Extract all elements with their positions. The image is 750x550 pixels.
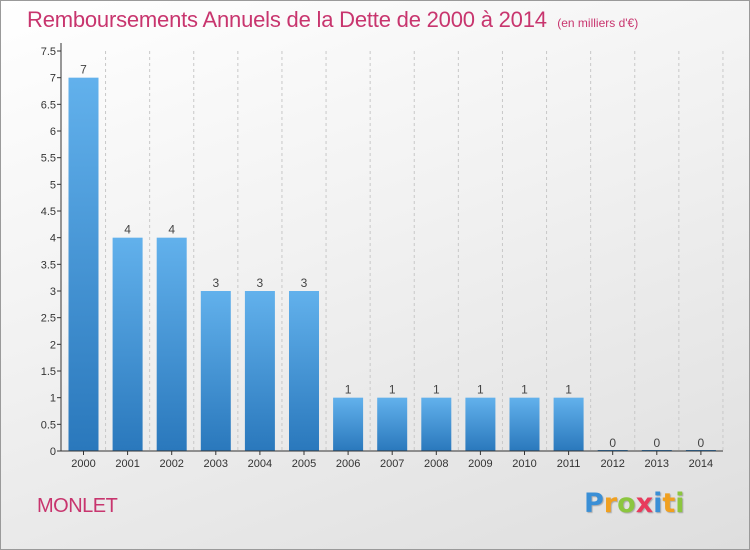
x-tick-label-2000: 2000 bbox=[71, 458, 95, 470]
data-label-2002: 4 bbox=[168, 223, 175, 237]
x-tick-label-2006: 2006 bbox=[336, 458, 360, 470]
logo-letter: o bbox=[617, 488, 636, 519]
logo-letter: P bbox=[584, 488, 604, 519]
bar-2009 bbox=[465, 397, 496, 451]
x-tick-label-2003: 2003 bbox=[204, 458, 228, 470]
y-tick-label: 6 bbox=[50, 126, 56, 138]
bar-2008 bbox=[421, 397, 452, 451]
y-tick-label: 0 bbox=[50, 446, 56, 458]
bar-2011 bbox=[553, 397, 584, 451]
bar-2010 bbox=[509, 397, 540, 451]
y-tick-label: 3.5 bbox=[41, 259, 56, 271]
bar-2002 bbox=[156, 237, 187, 451]
x-tick-label-2001: 2001 bbox=[115, 458, 139, 470]
data-label-2005: 3 bbox=[301, 276, 308, 290]
y-tick-label: 5.5 bbox=[41, 153, 56, 165]
data-label-2007: 1 bbox=[389, 383, 396, 397]
data-label-2013: 0 bbox=[653, 436, 660, 450]
y-tick-label: 7.5 bbox=[41, 46, 56, 58]
x-tick-label-2004: 2004 bbox=[248, 458, 272, 470]
y-tick-label: 3 bbox=[50, 286, 56, 298]
bar-2001 bbox=[112, 237, 143, 451]
logo-letter: t bbox=[662, 488, 676, 519]
y-tick-label: 2 bbox=[50, 339, 56, 351]
data-label-2006: 1 bbox=[345, 383, 352, 397]
y-tick-label: 4.5 bbox=[41, 206, 56, 218]
data-label-2003: 3 bbox=[212, 276, 219, 290]
y-tick-label: 1.5 bbox=[41, 366, 56, 378]
x-tick-label-2007: 2007 bbox=[380, 458, 404, 470]
bar-2000 bbox=[68, 77, 99, 452]
y-tick-label: 5 bbox=[50, 179, 56, 191]
x-tick-label-2008: 2008 bbox=[424, 458, 448, 470]
logo-letter: i bbox=[653, 488, 663, 519]
bar-2007 bbox=[377, 397, 408, 451]
data-label-2004: 3 bbox=[257, 276, 264, 290]
x-tick-label-2012: 2012 bbox=[600, 458, 624, 470]
x-tick-label-2011: 2011 bbox=[557, 458, 581, 470]
data-label-2001: 4 bbox=[124, 223, 131, 237]
logo-letter: x bbox=[635, 488, 654, 519]
data-label-2011: 1 bbox=[565, 383, 572, 397]
logo-letter: r bbox=[603, 488, 618, 519]
data-label-2000: 7 bbox=[80, 63, 87, 77]
chart-subtitle: (en milliers d'€) bbox=[557, 16, 639, 30]
x-tick-label-2010: 2010 bbox=[512, 458, 536, 470]
y-tick-label: 1 bbox=[50, 393, 56, 405]
y-tick-label: 0.5 bbox=[41, 419, 56, 431]
proxiti-logo[interactable]: Proxiti bbox=[584, 488, 685, 519]
x-tick-label-2013: 2013 bbox=[645, 458, 669, 470]
bar-2006 bbox=[333, 397, 364, 451]
x-tick-label-2014: 2014 bbox=[689, 458, 713, 470]
y-tick-label: 7 bbox=[50, 73, 56, 85]
x-tick-label-2002: 2002 bbox=[159, 458, 183, 470]
bars bbox=[68, 77, 716, 452]
logo-letter: i bbox=[675, 488, 685, 519]
title-row: Remboursements Annuels de la Dette de 20… bbox=[27, 7, 638, 33]
data-labels: 7 4 4 3 3 3 1 1 1 1 1 1 0 0 0 bbox=[80, 63, 704, 450]
data-label-2014: 0 bbox=[698, 436, 705, 450]
y-tick-label: 4 bbox=[50, 233, 56, 245]
data-label-2008: 1 bbox=[433, 383, 440, 397]
data-label-2012: 0 bbox=[609, 436, 616, 450]
grid-lines bbox=[105, 51, 724, 451]
y-tick-label: 6.5 bbox=[41, 99, 56, 111]
y-tick-label: 2.5 bbox=[41, 313, 56, 325]
x-tick-label-2005: 2005 bbox=[292, 458, 316, 470]
data-label-2010: 1 bbox=[521, 383, 528, 397]
data-label-2009: 1 bbox=[477, 383, 484, 397]
bar-2004 bbox=[244, 291, 275, 451]
bar-2003 bbox=[200, 291, 231, 451]
chart-title: Remboursements Annuels de la Dette de 20… bbox=[27, 7, 547, 32]
axes: 0 0.5 1 1.5 2 2.5 3 3.5 4 4.5 5 5.5 6 6.5 7 7.5 2000 2001… bbox=[41, 43, 723, 470]
commune-name: MONLET bbox=[37, 495, 118, 517]
bar-2005 bbox=[289, 291, 319, 451]
x-tick-label-2009: 2009 bbox=[468, 458, 492, 470]
